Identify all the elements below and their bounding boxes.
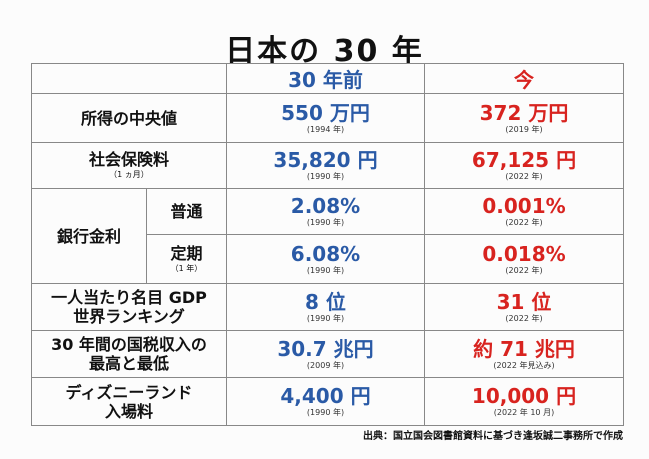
table-row: ディズニーランド 入場料 4,400 円 (1990 年) 10,000 円 (202… [31,377,624,426]
header-old: 30 年前 [226,63,425,94]
now-cell: 372 万円 (2019 年) [424,93,624,143]
old-cell: 550 万円 (1994 年) [226,93,425,143]
row-label: ディズニーランド 入場料 [31,377,227,426]
now-cell: 約 71 兆円 (2022 年見込み) [424,330,624,378]
header-blank [31,63,227,94]
old-cell: 8 位 (1990 年) [226,283,425,331]
now-cell: 10,000 円 (2022 年 10 月) [424,377,624,426]
header-now: 今 [424,63,624,94]
old-cell: 2.08% (1990 年) [226,188,425,235]
source-note: 出典：国立国会図書館資料に基づき逢坂誠二事務所で作成 [363,431,623,442]
table-row: 一人当たり名目 GDP 世界ランキング 8 位 (1990 年) 31 位 (2022… [31,283,624,331]
row-label: 定期 （1 年） [146,234,227,284]
now-cell: 31 位 (2022 年) [424,283,624,331]
table-row: 30 年間の国税収入の 最高と最低 30.7 兆円 (2009 年) 約 71 兆円… [31,330,624,378]
group-label: 銀行金利 [31,188,147,284]
comparison-table: 30 年前 今 所得の中央値 550 万円 (1994 年) 372 万円 (201… [31,63,624,426]
table-row: 定期 （1 年） 6.08% (1990 年) 0.018% (2022 年) [32,234,624,284]
table-row: 社会保険料 （1 ヵ月） 35,820 円 (1990 年) 67,125 円 (20… [31,142,624,189]
row-label: 所得の中央値 [31,93,227,143]
old-cell: 4,400 円 (1990 年) [226,377,425,426]
now-cell: 0.001% (2022 年) [424,188,624,235]
now-cell: 0.018% (2022 年) [424,234,624,284]
row-label: 一人当たり名目 GDP 世界ランキング [31,283,227,331]
row-label: 30 年間の国税収入の 最高と最低 [31,330,227,378]
table-row: 銀行金利 普通 2.08% (1990 年) 0.001% (2022 年) [31,188,624,284]
old-cell: 30.7 兆円 (2009 年) [226,330,425,378]
now-cell: 67,125 円 (2022 年) [424,142,624,189]
old-cell: 6.08% (1990 年) [226,234,425,284]
row-label: 社会保険料 （1 ヵ月） [31,142,227,189]
row-label: 普通 [146,188,227,235]
header-row: 30 年前 今 [31,63,624,94]
table-row: 所得の中央値 550 万円 (1994 年) 372 万円 (2019 年) [31,93,624,143]
old-cell: 35,820 円 (1990 年) [226,142,425,189]
